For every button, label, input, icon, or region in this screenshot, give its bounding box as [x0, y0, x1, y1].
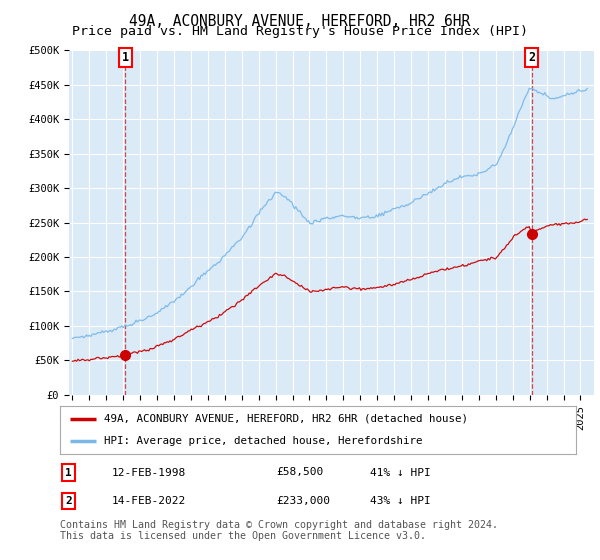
Text: £58,500: £58,500	[277, 468, 324, 478]
Text: Price paid vs. HM Land Registry's House Price Index (HPI): Price paid vs. HM Land Registry's House …	[72, 25, 528, 38]
Text: 1: 1	[122, 51, 129, 64]
Text: 2: 2	[528, 51, 535, 64]
Text: 12-FEB-1998: 12-FEB-1998	[112, 468, 186, 478]
Text: 2: 2	[65, 496, 72, 506]
Text: Contains HM Land Registry data © Crown copyright and database right 2024.
This d: Contains HM Land Registry data © Crown c…	[60, 520, 498, 542]
Text: 14-FEB-2022: 14-FEB-2022	[112, 496, 186, 506]
Text: 49A, ACONBURY AVENUE, HEREFORD, HR2 6HR: 49A, ACONBURY AVENUE, HEREFORD, HR2 6HR	[130, 14, 470, 29]
Text: 1: 1	[65, 468, 72, 478]
Text: 49A, ACONBURY AVENUE, HEREFORD, HR2 6HR (detached house): 49A, ACONBURY AVENUE, HEREFORD, HR2 6HR …	[104, 414, 468, 424]
Text: £233,000: £233,000	[277, 496, 331, 506]
Text: 41% ↓ HPI: 41% ↓ HPI	[370, 468, 430, 478]
Text: HPI: Average price, detached house, Herefordshire: HPI: Average price, detached house, Here…	[104, 436, 422, 446]
Text: 43% ↓ HPI: 43% ↓ HPI	[370, 496, 430, 506]
